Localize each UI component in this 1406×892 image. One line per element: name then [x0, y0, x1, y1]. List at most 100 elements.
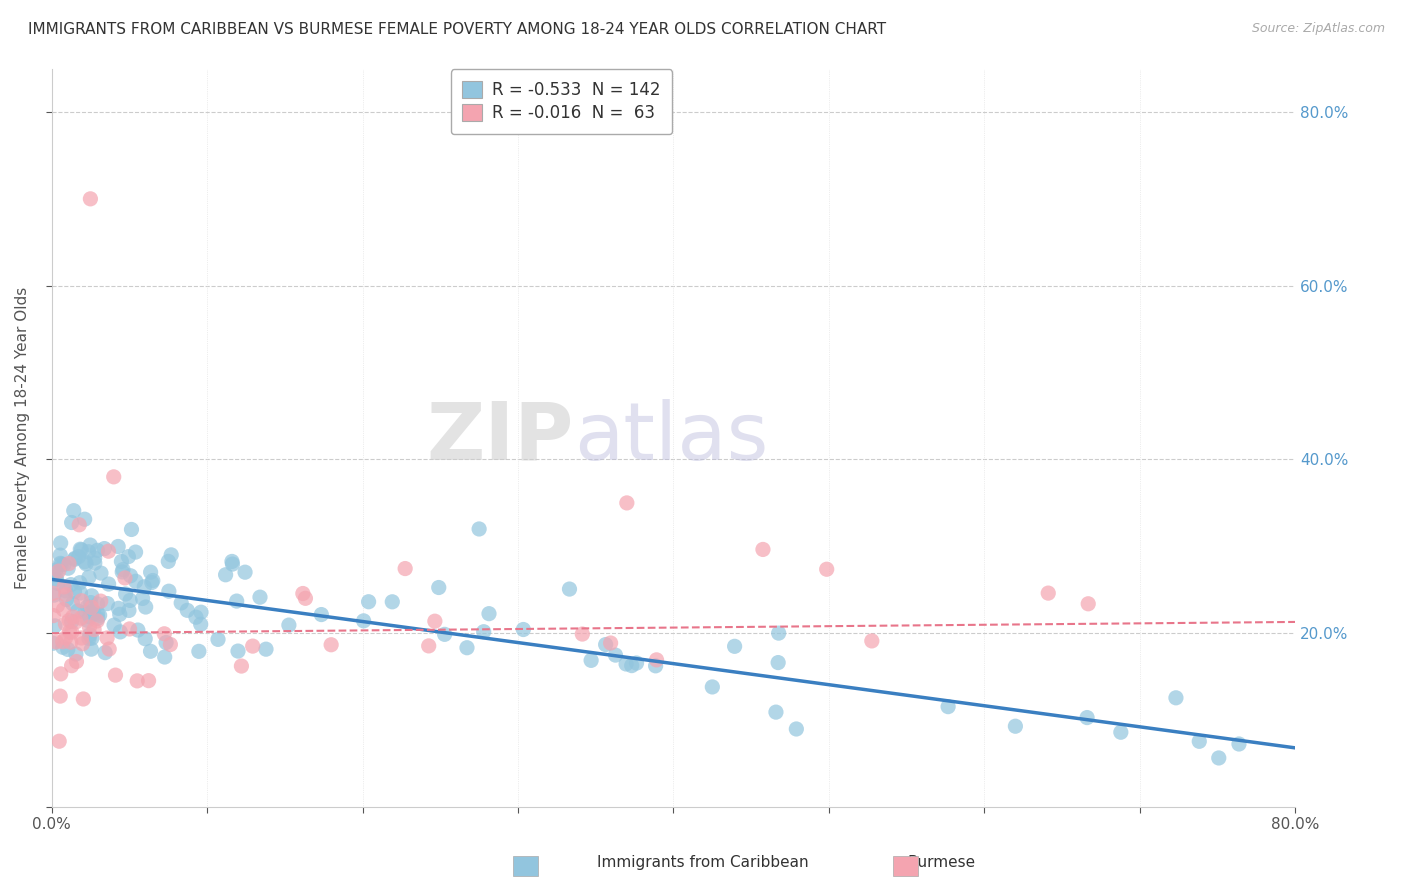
- Point: [62, 503, 84, 517]
- Point: [1188, 734, 1211, 748]
- Point: [153, 650, 176, 665]
- Point: [134, 632, 156, 646]
- Point: [67, 549, 90, 564]
- Point: [55, 588, 77, 602]
- Point: [394, 561, 416, 575]
- Point: [97, 544, 120, 558]
- Point: [73, 555, 96, 569]
- Point: [159, 638, 181, 652]
- Point: [620, 658, 643, 673]
- Point: [49, 536, 72, 550]
- Point: [291, 586, 314, 600]
- Text: ZIP: ZIP: [427, 399, 574, 476]
- Point: [1004, 719, 1026, 733]
- Point: [108, 607, 131, 622]
- Point: [72, 637, 94, 651]
- Point: [599, 636, 621, 650]
- Point: [614, 657, 637, 671]
- Point: [766, 656, 789, 670]
- Point: [70, 631, 93, 645]
- Y-axis label: Female Poverty Among 18-24 Year Olds: Female Poverty Among 18-24 Year Olds: [15, 286, 30, 589]
- Point: [1227, 737, 1250, 751]
- Point: [176, 603, 198, 617]
- Point: [83, 607, 105, 621]
- Point: [48, 734, 70, 748]
- Point: [595, 638, 617, 652]
- Point: [72, 692, 94, 706]
- Point: [114, 571, 136, 585]
- Point: [58, 557, 80, 571]
- Point: [626, 656, 648, 670]
- Point: [170, 596, 193, 610]
- Point: [45, 568, 67, 582]
- Text: Immigrants from Caribbean: Immigrants from Caribbean: [598, 855, 808, 870]
- Point: [62, 597, 84, 611]
- Point: [153, 627, 176, 641]
- Point: [83, 556, 105, 570]
- Point: [44, 619, 66, 633]
- Point: [80, 642, 103, 657]
- Point: [157, 554, 180, 568]
- Point: [768, 626, 790, 640]
- Point: [381, 595, 404, 609]
- Point: [114, 587, 136, 601]
- Point: [60, 516, 83, 530]
- Point: [142, 574, 165, 588]
- Point: [52, 602, 75, 616]
- Point: [1164, 690, 1187, 705]
- Point: [723, 640, 745, 654]
- Point: [111, 563, 134, 577]
- Point: [59, 624, 82, 639]
- Point: [118, 603, 141, 617]
- Point: [311, 607, 333, 622]
- Point: [860, 634, 883, 648]
- Point: [58, 614, 80, 628]
- Point: [96, 631, 118, 645]
- Point: [70, 593, 93, 607]
- Point: [104, 668, 127, 682]
- Point: [135, 600, 157, 615]
- Point: [89, 608, 111, 623]
- Point: [49, 666, 72, 681]
- Point: [214, 567, 236, 582]
- Point: [86, 543, 108, 558]
- Point: [571, 627, 593, 641]
- Point: [418, 639, 440, 653]
- Point: [87, 611, 110, 625]
- Point: [79, 620, 101, 634]
- Point: [765, 705, 787, 719]
- Point: [55, 592, 77, 607]
- Point: [67, 517, 90, 532]
- Point: [60, 658, 83, 673]
- Point: [127, 623, 149, 637]
- Point: [155, 635, 177, 649]
- Point: [558, 582, 581, 596]
- Point: [45, 572, 67, 586]
- Point: [49, 689, 72, 703]
- Point: [63, 584, 86, 599]
- Point: [80, 631, 103, 645]
- Point: [134, 580, 156, 594]
- Point: [131, 591, 153, 606]
- Point: [98, 642, 121, 657]
- Point: [70, 611, 93, 625]
- Point: [45, 635, 67, 649]
- Point: [103, 618, 125, 632]
- Point: [468, 522, 491, 536]
- Point: [77, 545, 100, 559]
- Point: [66, 604, 89, 618]
- Point: [65, 647, 87, 661]
- Point: [226, 644, 249, 658]
- Point: [69, 542, 91, 557]
- Point: [79, 628, 101, 642]
- Point: [110, 554, 132, 568]
- Point: [80, 596, 103, 610]
- Point: [645, 653, 668, 667]
- Point: [456, 640, 478, 655]
- Point: [124, 545, 146, 559]
- Point: [46, 599, 69, 613]
- Point: [76, 613, 98, 627]
- Point: [79, 610, 101, 624]
- Point: [702, 680, 724, 694]
- Point: [45, 563, 67, 577]
